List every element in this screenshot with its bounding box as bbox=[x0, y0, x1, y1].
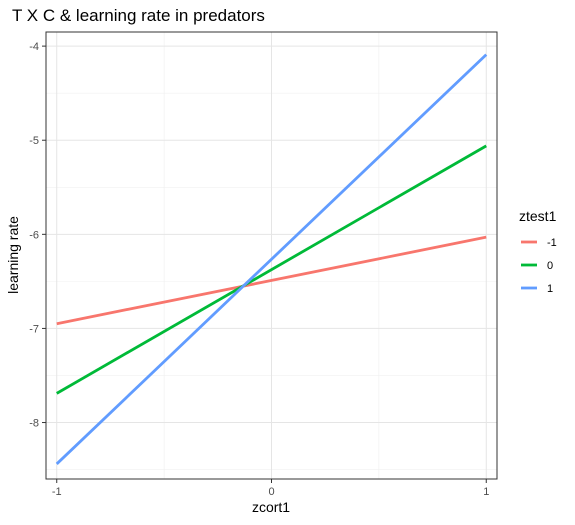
y-tick-label: -7 bbox=[29, 323, 39, 335]
series-line-2 bbox=[56, 144, 487, 395]
y-tick-label: -6 bbox=[29, 229, 39, 241]
y-tick-label: -5 bbox=[29, 135, 39, 147]
series-lines bbox=[55, 53, 488, 465]
legend: ztest1 -1 0 1 bbox=[519, 208, 557, 295]
x-axis-label: zcort1 bbox=[252, 499, 290, 515]
x-tick-label: 1 bbox=[483, 486, 489, 498]
y-tick-label: -8 bbox=[29, 418, 39, 430]
legend-items: -1 0 1 bbox=[521, 237, 557, 295]
x-tick-label: 0 bbox=[268, 486, 274, 498]
legend-label-3: 1 bbox=[547, 283, 553, 295]
series-line-1 bbox=[56, 235, 487, 326]
x-tick-label: -1 bbox=[52, 486, 62, 498]
grid bbox=[46, 32, 497, 479]
series-line-3 bbox=[55, 53, 488, 465]
legend-label-1: -1 bbox=[547, 237, 557, 249]
chart-title: T X C & learning rate in predators bbox=[12, 6, 265, 25]
legend-label-2: 0 bbox=[547, 260, 553, 272]
legend-title: ztest1 bbox=[519, 208, 557, 224]
axes: -1 0 1 -8 -7 -6 -5 -4 bbox=[29, 41, 489, 498]
y-tick-label: -4 bbox=[29, 41, 39, 53]
y-axis-label: learning rate bbox=[5, 216, 21, 294]
